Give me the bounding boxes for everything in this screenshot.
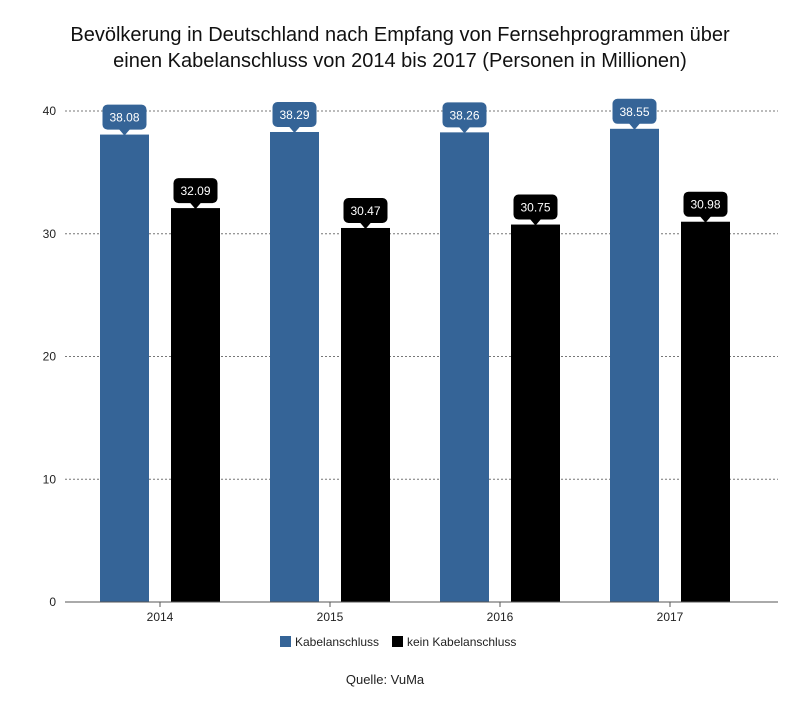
legend-item[interactable]: Kabelanschluss bbox=[280, 635, 379, 649]
chart-title: Bevölkerung in Deutschland nach Empfang … bbox=[70, 24, 730, 72]
y-tick-label: 40 bbox=[43, 104, 57, 118]
bar bbox=[511, 224, 560, 602]
data-label-pointer bbox=[288, 125, 301, 133]
legend-label: Kabelanschluss bbox=[295, 635, 379, 649]
bar bbox=[440, 132, 489, 602]
data-label: 38.26 bbox=[442, 102, 487, 134]
legend-label: kein Kabelanschluss bbox=[407, 635, 516, 649]
x-axis: 2014 2015 2016 2017 bbox=[65, 601, 778, 624]
bar bbox=[270, 131, 319, 603]
data-labels: 38.08 32.09 38.29 30.47 38.26 30.75 38.55 30.98 bbox=[102, 98, 728, 229]
data-label-text: 32.09 bbox=[180, 184, 210, 198]
data-label-bubble bbox=[102, 104, 147, 130]
bar bbox=[681, 221, 730, 602]
x-tick-label: 2015 bbox=[317, 610, 344, 624]
data-label-text: 38.29 bbox=[279, 108, 309, 122]
data-label-pointer bbox=[628, 122, 641, 130]
data-label-bubble bbox=[513, 194, 558, 220]
data-label-bubble bbox=[173, 178, 218, 204]
y-axis: 0 10 20 30 40 bbox=[43, 104, 57, 609]
data-label-bubble bbox=[683, 191, 728, 217]
data-label-pointer bbox=[189, 202, 202, 210]
data-label: 38.08 bbox=[102, 104, 147, 136]
x-tick-label: 2016 bbox=[487, 610, 514, 624]
bar bbox=[610, 128, 659, 602]
source-note: Quelle: VuMa bbox=[346, 672, 425, 687]
legend-swatch bbox=[392, 636, 403, 647]
legend-swatch bbox=[280, 636, 291, 647]
y-tick-label: 10 bbox=[43, 472, 57, 486]
data-label-text: 30.75 bbox=[520, 201, 550, 215]
data-label: 32.09 bbox=[173, 178, 218, 210]
data-label: 30.98 bbox=[683, 191, 728, 223]
x-tick-label: 2014 bbox=[147, 610, 174, 624]
data-label-pointer bbox=[359, 221, 372, 229]
data-label-bubble bbox=[272, 101, 317, 127]
data-label-bubble bbox=[343, 197, 388, 223]
bars bbox=[100, 128, 730, 603]
legend-item[interactable]: kein Kabelanschluss bbox=[392, 635, 516, 649]
data-label-pointer bbox=[458, 126, 471, 134]
x-tick-label: 2017 bbox=[657, 610, 684, 624]
data-label-bubble bbox=[442, 102, 487, 128]
data-label-pointer bbox=[118, 128, 131, 136]
y-tick-label: 30 bbox=[43, 227, 57, 241]
chart-title-line-1: Bevölkerung in Deutschland nach Empfang … bbox=[70, 24, 730, 46]
data-label: 30.75 bbox=[513, 194, 558, 226]
data-label-bubble bbox=[612, 98, 657, 124]
chart-title-line-2: einen Kabelanschluss von 2014 bis 2017 (… bbox=[113, 50, 687, 72]
y-tick-label: 0 bbox=[49, 595, 56, 609]
bar bbox=[341, 227, 390, 602]
data-label: 38.29 bbox=[272, 101, 317, 133]
data-label: 38.55 bbox=[612, 98, 657, 130]
data-label-text: 30.98 bbox=[690, 198, 720, 212]
data-label: 30.47 bbox=[343, 197, 388, 229]
data-label-text: 38.26 bbox=[449, 108, 479, 122]
legend: Kabelanschluss kein Kabelanschluss bbox=[280, 635, 516, 649]
bar bbox=[100, 134, 149, 602]
data-label-text: 38.08 bbox=[109, 111, 139, 125]
data-label-text: 30.47 bbox=[350, 204, 380, 218]
data-label-pointer bbox=[699, 215, 712, 223]
y-tick-label: 20 bbox=[43, 350, 57, 364]
data-label-pointer bbox=[529, 218, 542, 226]
bar bbox=[171, 208, 220, 602]
data-label-text: 38.55 bbox=[619, 105, 649, 119]
